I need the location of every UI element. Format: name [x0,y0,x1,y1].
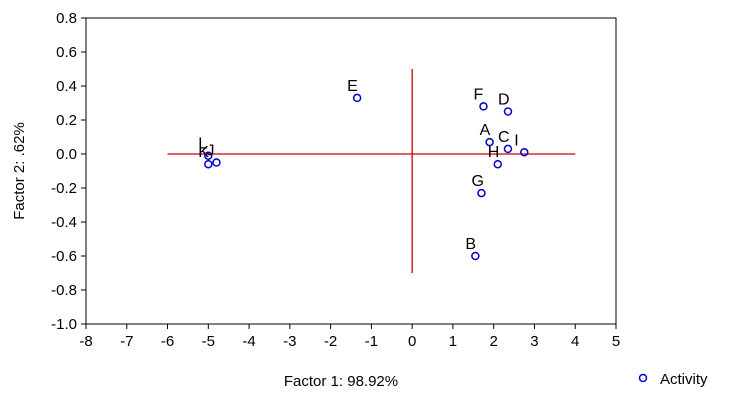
data-point-c [503,144,513,154]
y-tick-label: 0.8 [56,10,77,27]
y-tick-label: -1.0 [51,316,77,333]
data-point-l [204,151,213,160]
data-point-f [479,102,488,111]
x-tick-label: -5 [202,333,215,350]
y-axis-title: Factor 2: .62% [11,122,28,220]
y-axis-ticks: -1.0 -0.8 -0.6 -0.4 -0.2 0.0 0.2 0.4 0.6 0.8 [51,10,86,333]
y-tick-label: -0.2 [51,180,77,197]
data-point-e [352,93,362,103]
point-label-j: J [206,143,214,160]
data-point-a [485,137,494,147]
x-tick-label: 0 [408,333,416,350]
legend-marker-activity [638,373,648,383]
x-axis-title: Factor 1: 98.92% [284,373,398,390]
point-label-d: D [498,92,510,109]
data-point-h [493,159,503,169]
point-label-f: F [474,86,484,103]
point-label-i: I [514,132,518,149]
plot-area [85,17,617,325]
x-tick-label: -4 [242,333,255,350]
x-tick-label: 3 [530,333,538,350]
data-point-j [212,158,221,167]
x-tick-label: -1 [365,333,378,350]
point-label-k: K [198,144,209,161]
y-tick-label: -0.4 [51,214,77,231]
point-label-l: L [198,136,207,153]
y-tick-label: 0.6 [56,44,77,61]
y-tick-label: -0.8 [51,282,77,299]
y-tick-label: 0.0 [56,146,77,163]
point-label-c: C [498,129,510,146]
point-label-a: A [480,122,491,139]
y-tick-label: -0.6 [51,248,77,265]
x-tick-label: 1 [449,333,457,350]
legend: Activity [638,371,708,388]
x-tick-label: 5 [612,333,620,350]
point-label-b: B [465,236,476,253]
data-points: A B C D E F GHI JKL [198,78,529,261]
x-axis-ticks: -8 -7 -6 -5 -4 -3 -2 -1 0 1 2 3 4 5 [79,324,620,350]
x-tick-label: -7 [120,333,133,350]
y-tick-label: 0.2 [56,112,77,129]
point-label-e: E [347,78,358,95]
x-tick-label: -6 [161,333,174,350]
reference-lines [167,69,576,273]
point-label-g: G [471,173,483,190]
data-point-b [471,251,480,261]
x-tick-label: 4 [571,333,579,350]
x-tick-label: 2 [490,333,498,350]
x-tick-label: -2 [324,333,337,350]
point-label-h: H [488,144,500,161]
legend-label-activity: Activity [660,371,708,388]
y-tick-label: 0.4 [56,78,77,95]
x-tick-label: -8 [79,333,92,350]
data-point-k [204,159,213,169]
x-tick-label: -3 [283,333,296,350]
data-point-g [477,188,486,198]
data-point-i [520,148,529,157]
data-point-d [503,107,513,116]
